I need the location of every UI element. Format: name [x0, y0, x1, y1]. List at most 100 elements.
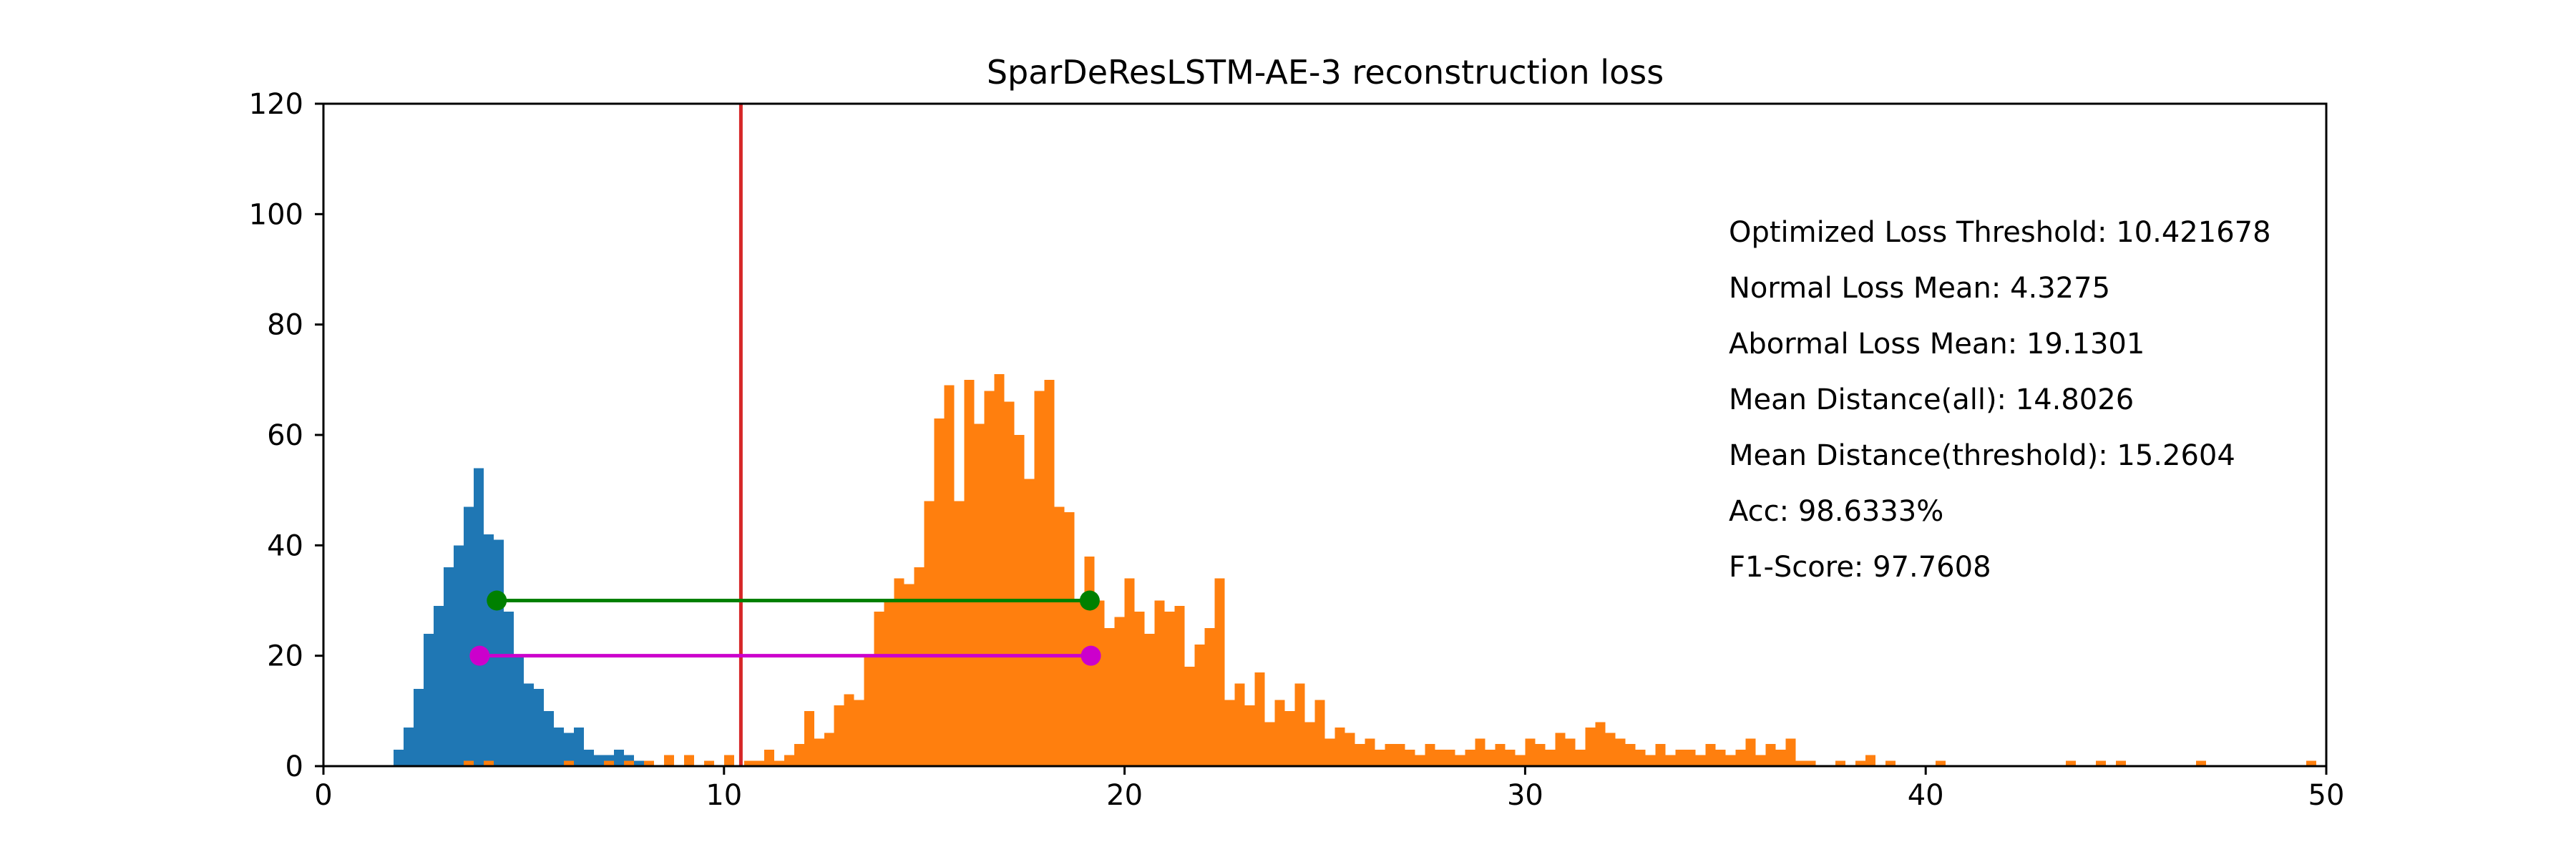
histogram-bar-series-1: [583, 749, 594, 766]
histogram-bar-series-2: [1124, 578, 1135, 766]
histogram-bar-series-2: [974, 423, 985, 766]
x-tick-label: 40: [1908, 779, 1944, 812]
histogram-bar-series-2: [1795, 760, 1806, 766]
histogram-bar-series-2: [1335, 727, 1345, 766]
histogram-bar-series-1: [423, 633, 434, 766]
histogram-bar-series-2: [964, 379, 975, 766]
distance-marker-start-2: [469, 645, 490, 666]
histogram-bar-series-2: [1495, 744, 1506, 766]
histogram-bar-series-2: [1745, 738, 1756, 766]
histogram-bar-series-2: [1545, 749, 1556, 766]
histogram-bar-series-1: [573, 727, 584, 766]
annotation-line: Acc: 98.6333%: [1729, 495, 1943, 528]
y-tick-label: 0: [286, 750, 303, 783]
y-tick-label: 120: [249, 88, 303, 121]
histogram-bar-series-2: [774, 760, 784, 766]
overlay-layer: [469, 104, 1101, 766]
histogram-bar-series-2: [1505, 749, 1516, 766]
histogram-bar-series-2: [1615, 738, 1626, 766]
histogram-bar-series-2: [854, 700, 864, 766]
histogram-bar-series-2: [1675, 749, 1686, 766]
histogram-bar-series-2: [603, 760, 614, 766]
histogram-bar-series-2: [1835, 760, 1846, 766]
histogram-bar-series-1: [463, 506, 474, 766]
histogram-bar-series-2: [1435, 749, 1445, 766]
histogram-bar-series-2: [663, 755, 674, 766]
histogram-bar-series-2: [1865, 755, 1876, 766]
histogram-bar-series-1: [543, 710, 554, 766]
histogram-bar-series-2: [1375, 749, 1385, 766]
histogram-bar-series-2: [643, 760, 654, 766]
histogram-bar-series-2: [1094, 600, 1105, 766]
histogram-bar-series-2: [1575, 749, 1586, 766]
histogram-bar-series-2: [1184, 667, 1195, 766]
histogram-bar-series-2: [814, 738, 824, 766]
histogram-bar-series-2: [1365, 738, 1375, 766]
histogram-bar-series-2: [1144, 633, 1155, 766]
histogram-bar-series-2: [2306, 760, 2317, 766]
histogram-bar-series-2: [1004, 401, 1015, 766]
annotation-line: Mean Distance(all): 14.8026: [1729, 383, 2134, 416]
histogram-bar-series-1: [533, 688, 544, 766]
histogram-bar-series-2: [1214, 578, 1225, 766]
histogram-bar-series-1: [633, 760, 644, 766]
histogram-bar-series-2: [1595, 722, 1606, 766]
histogram-bar-series-2: [1304, 722, 1315, 766]
annotation-line: Normal Loss Mean: 4.3275: [1729, 272, 2110, 305]
histogram-bar-series-2: [1064, 512, 1075, 766]
histogram-bar-series-2: [1324, 738, 1335, 766]
histogram-bar-series-2: [1395, 744, 1405, 766]
distance-marker-end-1: [1079, 590, 1100, 611]
histogram-bar-series-2: [703, 760, 714, 766]
histogram-bar-series-2: [864, 655, 874, 766]
histogram-bar-series-2: [1645, 755, 1656, 766]
histogram-bar-series-1: [473, 468, 484, 766]
histogram-bar-series-2: [944, 385, 955, 766]
histogram-bar-series-2: [1705, 744, 1716, 766]
histogram-bar-series-2: [1044, 379, 1055, 766]
histogram-bar-series-2: [794, 744, 804, 766]
plot-frame: [322, 102, 2328, 768]
histogram-bar-series-2: [934, 418, 945, 766]
y-tick-label: 40: [267, 529, 303, 562]
x-tick-label: 30: [1507, 779, 1543, 812]
histogram-bar-series-1: [403, 727, 414, 766]
histogram-bar-series-2: [1345, 733, 1355, 766]
histogram-bar-series-2: [1585, 727, 1596, 766]
distance-marker-end-2: [1080, 645, 1101, 666]
axes-layer: 0 10 20 30 40 50 0 20 40 60 80 100 120: [249, 88, 2345, 812]
histogram-bar-series-1: [613, 749, 624, 766]
histogram-bar-series-2: [1515, 755, 1526, 766]
histogram-bar-series-2: [1885, 760, 1896, 766]
histogram-bar-series-2: [1625, 744, 1636, 766]
histogram-bar-series-1: [433, 606, 444, 766]
y-tick-label: 60: [267, 419, 303, 452]
histogram-bar-series-2: [914, 567, 924, 766]
histogram-bar-series-2: [1244, 705, 1255, 766]
histogram-bar-series-2: [1535, 744, 1546, 766]
histogram-bar-series-2: [1425, 744, 1435, 766]
histogram-bar-series-1: [553, 727, 564, 766]
histogram-bar-series-2: [1415, 755, 1425, 766]
histogram-bar-series-2: [1274, 700, 1285, 766]
histogram-bar-series-2: [1204, 628, 1215, 766]
histogram-bar-series-2: [1405, 749, 1415, 766]
histogram-bar-series-1: [513, 655, 524, 766]
histogram-bar-series-2: [753, 760, 764, 766]
histogram-bar-series-2: [1264, 722, 1275, 766]
histogram-bar-series-1: [563, 733, 574, 766]
histogram-bar-series-1: [393, 749, 404, 766]
histogram-bar-series-2: [463, 760, 474, 766]
histogram-bar-series-1: [443, 567, 454, 766]
histogram-bar-series-2: [1254, 672, 1265, 766]
histogram-bar-series-2: [1314, 700, 1325, 766]
histogram-bar-series-1: [523, 683, 534, 766]
histogram-bar-series-2: [994, 374, 1005, 766]
x-tick-label: 20: [1106, 779, 1143, 812]
histogram-bar-series-2: [1695, 755, 1706, 766]
histogram-bar-series-2: [2196, 760, 2207, 766]
histogram-bar-series-2: [623, 760, 634, 766]
histogram-bar-series-2: [763, 749, 774, 766]
annotation-line: Mean Distance(threshold): 15.2604: [1729, 439, 2235, 472]
histogram-bar-series-2: [1224, 700, 1235, 766]
